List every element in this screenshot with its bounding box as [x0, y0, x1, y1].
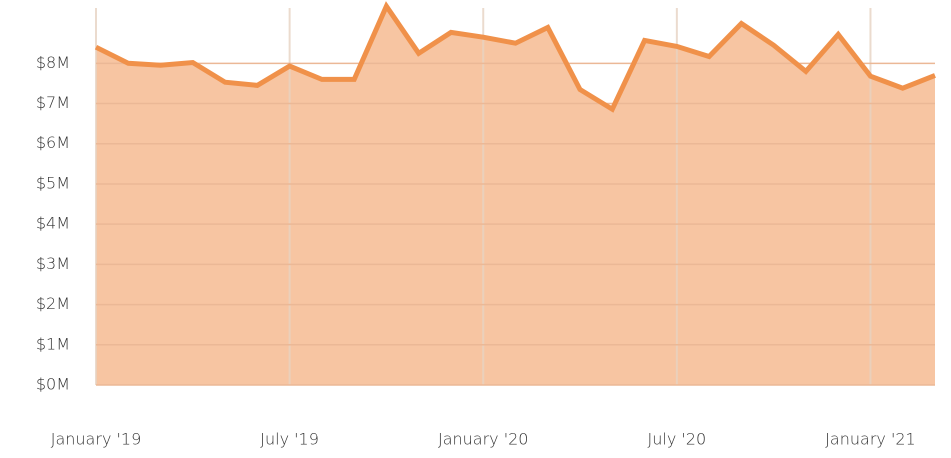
y-tick-label: $8M [36, 53, 70, 72]
area-fill [96, 6, 935, 385]
x-tick-label: July '20 [648, 430, 707, 449]
y-tick-label: $6M [36, 133, 70, 152]
x-tick-label: January '21 [825, 430, 916, 449]
x-tick-label: January '19 [51, 430, 142, 449]
y-tick-label: $3M [36, 254, 70, 273]
y-tick-label: $7M [36, 93, 70, 112]
y-tick-label: $5M [36, 173, 70, 192]
y-tick-label: $0M [36, 375, 70, 394]
x-tick-label: July '19 [260, 430, 319, 449]
y-tick-label: $4M [36, 214, 70, 233]
y-tick-label: $2M [36, 294, 70, 313]
area-line [94, 1, 936, 113]
x-tick-label: January '20 [438, 430, 529, 449]
y-tick-label: $1M [36, 334, 70, 353]
